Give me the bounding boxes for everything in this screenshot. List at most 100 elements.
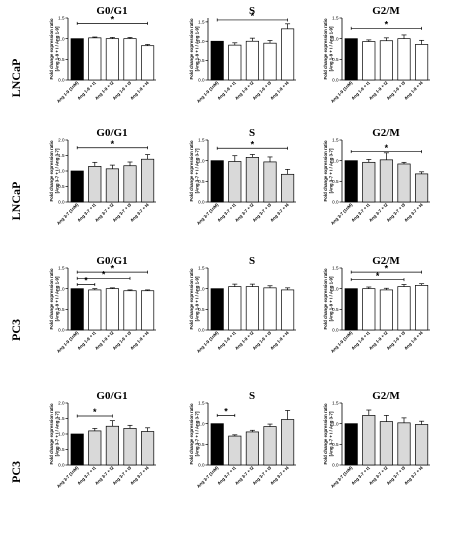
y-tick-label: 0.0: [58, 328, 65, 333]
y-axis-label-line: Fold change expression ratio: [49, 268, 54, 329]
x-tick-label: Ang 1-9 + I4: [129, 330, 150, 351]
bar-4: [141, 158, 155, 203]
y-tick-label: 0.0: [198, 78, 205, 83]
y-axis-label-line: Fold change expression ratio: [189, 18, 194, 79]
significance-star: *: [385, 20, 389, 30]
y-tick-label: 1.5: [58, 266, 65, 271]
bar-1: [88, 166, 102, 203]
y-tick-label: 1.0: [332, 421, 339, 426]
panel-title: G2/M: [372, 127, 400, 139]
y-tick-label: 0.0: [58, 200, 65, 205]
row-label-3: PC3: [9, 461, 23, 483]
panel-1-0: G0/G1 Fold change expression ratio[Ang 3-…: [49, 127, 156, 226]
y-axis-label: Fold change expression ratio[Ang 1-9 + I…: [49, 268, 60, 329]
y-axis-label: Fold change expression ratio[Ang 1-9 + I…: [323, 268, 334, 329]
y-tick-label: 1.0: [58, 169, 65, 174]
bar-1: [362, 415, 376, 466]
row-label-1: LNCaP: [9, 182, 23, 221]
x-tick-label: Ang 3-7 (1nM): [330, 465, 354, 489]
y-axis-label: Fold change expression ratio[Ang 1-9 + I…: [189, 18, 200, 79]
y-axis-label-line: Fold change expression ratio: [49, 403, 54, 464]
bar-1: [228, 44, 242, 81]
y-tick-label: 1.0: [198, 286, 205, 291]
significance-star: *: [84, 276, 88, 286]
y-tick-label: 0.0: [332, 78, 339, 83]
x-tick-label: Ang 1-9 + I4: [403, 80, 424, 101]
y-tick-label: 0.0: [58, 78, 65, 83]
significance-star: *: [111, 139, 115, 149]
panel-title: S: [249, 390, 255, 402]
x-tick-label: Ang 1-9 (1nM): [56, 330, 80, 354]
bar-0: [70, 38, 84, 81]
bar-4: [281, 28, 295, 81]
bar-2: [105, 168, 119, 203]
bar-0: [344, 288, 358, 331]
y-tick-label: 0.5: [198, 58, 205, 63]
bar-1: [228, 435, 242, 466]
panel-0-0: G0/G1 Fold change expression ratio[Ang 1-…: [49, 5, 156, 104]
y-tick-label: 1.5: [198, 266, 205, 271]
x-tick-label: Ang 3-7 (1nM): [330, 202, 354, 226]
bar-0: [70, 288, 84, 331]
y-axis-label: Fold change expression ratio[Ang 3-7 + I…: [49, 140, 60, 201]
y-axis-label-line: [Ang 3-7 + I / Ang 3-7]: [55, 148, 60, 193]
y-axis-label: Fold change expression ratio[Ang 1-9 + I…: [323, 18, 334, 79]
bar-0: [210, 288, 224, 331]
y-tick-label: 1.0: [332, 36, 339, 41]
y-axis-label-line: Fold change expression ratio: [49, 18, 54, 79]
x-tick-label: Ang 3-7 + I4: [403, 202, 424, 223]
bar-1: [362, 288, 376, 331]
panel-3-1: S Fold change expression ratio[Ang 3-7 + …: [189, 390, 296, 489]
y-tick-label: 1.0: [332, 286, 339, 291]
y-tick-label: 1.0: [198, 158, 205, 163]
bar-2: [105, 38, 119, 81]
y-axis-label-line: Fold change expression ratio: [323, 268, 328, 329]
bar-0: [210, 160, 224, 203]
bar-3: [397, 163, 411, 203]
y-axis-label-line: Fold change expression ratio: [323, 403, 328, 464]
bar-0: [210, 423, 224, 466]
x-tick-label: Ang 1-9 + I4: [129, 80, 150, 101]
y-tick-label: 1.5: [332, 16, 339, 21]
bar-0: [344, 423, 358, 466]
x-tick-label: Ang 3-7 + I4: [403, 465, 424, 486]
x-tick-label: Ang 1-9 + I4: [269, 330, 290, 351]
y-tick-label: 1.5: [58, 153, 65, 158]
y-tick-label: 0.5: [198, 179, 205, 184]
y-tick-label: 1.0: [332, 158, 339, 163]
panel-title: G0/G1: [96, 5, 127, 17]
bar-2: [245, 431, 259, 466]
bar-0: [70, 170, 84, 203]
significance-star: *: [376, 271, 380, 281]
y-tick-label: 0.5: [198, 307, 205, 312]
y-axis-label-line: Fold change expression ratio: [189, 403, 194, 464]
bar-4: [415, 424, 429, 466]
bar-4: [141, 431, 155, 466]
bar-4: [415, 44, 429, 81]
y-tick-label: 2.0: [58, 401, 65, 406]
bar-2: [379, 40, 393, 81]
y-tick-label: 1.5: [58, 416, 65, 421]
y-tick-label: 1.5: [332, 401, 339, 406]
panel-1-2: G2/M Fold change expression ratio[Ang 3-7…: [323, 127, 430, 226]
panel-title: G2/M: [372, 5, 400, 17]
y-tick-label: 0.0: [58, 463, 65, 468]
panel-3-0: G0/G1 Fold change expression ratio[Ang 3-…: [49, 390, 156, 489]
y-tick-label: 0.5: [58, 57, 65, 62]
bar-3: [123, 38, 137, 81]
bar-3: [397, 422, 411, 466]
y-tick-label: 1.5: [198, 19, 205, 24]
bar-3: [123, 165, 137, 203]
y-axis-label: Fold change expression ratio[Ang 3-7 + I…: [49, 403, 60, 464]
bar-1: [228, 286, 242, 331]
x-tick-label: Ang 3-7 + I4: [269, 202, 290, 223]
y-axis-label-line: Fold change expression ratio: [323, 18, 328, 79]
y-tick-label: 0.0: [332, 328, 339, 333]
panel-3-2: G2/M Fold change expression ratio[Ang 3-7…: [323, 390, 430, 489]
significance-star: *: [385, 263, 389, 273]
row-label-2: PC3: [9, 319, 23, 341]
y-axis-label-line: [Ang 3-7 + I / Ang 3-7]: [195, 148, 200, 193]
y-tick-label: 1.5: [58, 16, 65, 21]
y-axis-label-line: [Ang 1-9 + I / Ang 1-9]: [195, 26, 200, 71]
bar-2: [105, 288, 119, 331]
